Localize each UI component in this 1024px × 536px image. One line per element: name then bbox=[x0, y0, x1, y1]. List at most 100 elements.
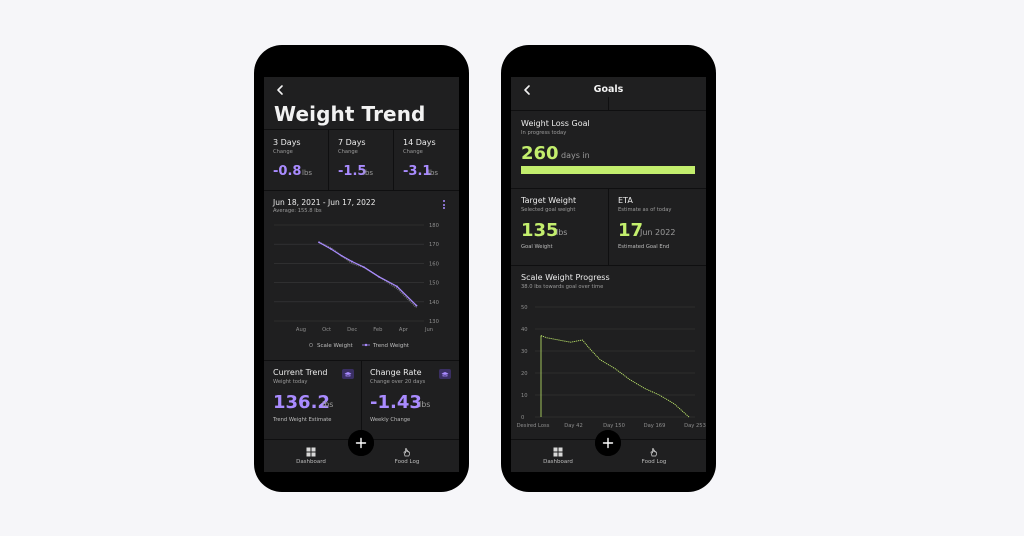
y-tick-label: 30 bbox=[521, 349, 528, 355]
trend-point bbox=[351, 260, 353, 263]
nav-dashboard-label[interactable]: Dashboard bbox=[296, 459, 326, 465]
stat-sub: Change bbox=[273, 149, 293, 155]
hand-icon[interactable] bbox=[402, 447, 412, 457]
card-value: -1.43 bbox=[370, 392, 422, 413]
y-tick-label: 140 bbox=[429, 300, 439, 306]
scale-weight-progress-line bbox=[540, 335, 690, 418]
stat-value: -0.8 bbox=[273, 164, 302, 179]
card-unit: Jun 2022 bbox=[640, 228, 676, 237]
y-tick-label: 20 bbox=[521, 371, 528, 377]
divider bbox=[608, 188, 609, 265]
y-tick-label: 150 bbox=[429, 281, 439, 287]
stat-unit: lbs bbox=[302, 169, 313, 177]
goals-screen: Goals Weight Loss Goal In progress today… bbox=[511, 77, 706, 472]
trend-point bbox=[330, 248, 332, 250]
x-tick-label: Day 253 bbox=[684, 423, 706, 429]
stat-value: -1.5 bbox=[338, 164, 367, 179]
card-title: ETA bbox=[618, 196, 633, 205]
chart-average: Average: 155.8 lbs bbox=[273, 208, 322, 214]
divider bbox=[608, 97, 609, 110]
stat-period: 3 Days bbox=[273, 138, 301, 147]
goal-progress-fill bbox=[521, 166, 695, 174]
divider bbox=[511, 110, 706, 111]
stat-sub: Change bbox=[338, 149, 358, 155]
x-tick-label: Desired Loss bbox=[517, 423, 550, 429]
y-tick-label: 160 bbox=[429, 261, 439, 267]
progress-chart-title: Scale Weight Progress bbox=[521, 273, 610, 282]
card-unit: lbs bbox=[322, 400, 334, 409]
page-title: Weight Trend bbox=[274, 102, 426, 126]
stat-unit: lbs bbox=[363, 169, 374, 177]
y-tick-label: 130 bbox=[429, 319, 439, 325]
card-caption: Estimated Goal End bbox=[618, 244, 670, 250]
legend-scale-marker bbox=[309, 343, 313, 347]
graduation-cap-icon bbox=[439, 369, 451, 379]
x-tick-label: Dec bbox=[347, 327, 357, 333]
y-tick-label: 180 bbox=[429, 223, 439, 229]
x-tick-label: Day 169 bbox=[644, 423, 666, 429]
nav-food-log-label[interactable]: Food Log bbox=[394, 459, 420, 465]
goals-phone: Goals Weight Loss Goal In progress today… bbox=[501, 45, 716, 492]
trend-weight-line bbox=[318, 241, 417, 307]
x-tick-label: Feb bbox=[373, 327, 383, 333]
dashboard-icon[interactable] bbox=[306, 447, 316, 457]
trend-point bbox=[396, 285, 398, 288]
divider bbox=[393, 129, 394, 190]
progress-chart-sub: 38.0 lbs towards goal over time bbox=[521, 284, 604, 290]
card-unit: lbs bbox=[419, 400, 431, 409]
back-arrow-icon[interactable] bbox=[521, 84, 533, 96]
stat-sub: Change bbox=[403, 149, 423, 155]
hand-icon[interactable] bbox=[649, 447, 659, 457]
divider bbox=[264, 190, 459, 191]
stat-value: -3.1 bbox=[403, 164, 432, 179]
card-unit: days in bbox=[561, 151, 590, 160]
x-tick-label: Day 150 bbox=[603, 423, 625, 429]
legend-trend-label: Trend Weight bbox=[372, 343, 410, 349]
x-tick-label: Aug bbox=[296, 327, 306, 333]
y-tick-label: 40 bbox=[521, 327, 528, 333]
card-caption: Weekly Change bbox=[370, 417, 411, 423]
y-tick-label: 10 bbox=[521, 393, 528, 399]
card-value: 135 bbox=[521, 220, 559, 241]
back-arrow-icon[interactable] bbox=[274, 84, 286, 96]
scale-weight-line bbox=[318, 241, 418, 309]
legend-trend-dot bbox=[364, 343, 368, 347]
more-vertical-icon[interactable] bbox=[442, 200, 446, 210]
y-tick-label: 0 bbox=[521, 415, 524, 421]
goal-progress-bar bbox=[521, 166, 695, 174]
stat-period: 14 Days bbox=[403, 138, 436, 147]
weight-trend-chart: 130 140 150 160 170 180 Aug Oct Dec Feb Apr Jun Scal… bbox=[274, 223, 439, 349]
add-button[interactable] bbox=[348, 430, 374, 456]
trend-point bbox=[340, 254, 343, 257]
trend-point bbox=[363, 266, 365, 269]
card-sub: Selected goal weight bbox=[521, 207, 576, 213]
card-caption: Trend Weight Estimate bbox=[273, 417, 332, 423]
weight-trend-phone: Weight Trend 3 Days Change -0.8 lbs 7 Da… bbox=[254, 45, 469, 492]
scale-weight-progress-chart: 0 10 20 30 40 50 Desired Loss Day 42 Day 150 Day … bbox=[517, 305, 706, 429]
legend-scale-label: Scale Weight bbox=[317, 343, 354, 349]
stat-period: 7 Days bbox=[338, 138, 366, 147]
dashboard-icon[interactable] bbox=[553, 447, 563, 457]
divider bbox=[361, 360, 362, 439]
card-unit: lbs bbox=[556, 228, 568, 237]
card-caption: Goal Weight bbox=[521, 244, 553, 250]
card-sub: Weight today bbox=[273, 379, 308, 385]
page-title: Goals bbox=[593, 84, 624, 95]
nav-dashboard-label[interactable]: Dashboard bbox=[543, 459, 573, 465]
x-tick-label: Apr bbox=[399, 327, 409, 333]
nav-food-log-label[interactable]: Food Log bbox=[641, 459, 667, 465]
x-tick-label: Oct bbox=[322, 327, 331, 333]
trend-point bbox=[318, 241, 320, 244]
add-button[interactable] bbox=[595, 430, 621, 456]
divider bbox=[264, 129, 459, 130]
trend-point bbox=[415, 304, 418, 307]
graduation-cap-icon bbox=[342, 369, 354, 379]
y-tick-label: 50 bbox=[521, 305, 528, 311]
weight-trend-screen: Weight Trend 3 Days Change -0.8 lbs 7 Da… bbox=[264, 77, 459, 472]
trend-point bbox=[378, 275, 380, 278]
card-title: Current Trend bbox=[273, 368, 328, 377]
chart-date-range: Jun 18, 2021 - Jun 17, 2022 bbox=[273, 198, 376, 207]
card-sub: Estimate as of today bbox=[618, 207, 672, 213]
card-title: Weight Loss Goal bbox=[521, 119, 590, 128]
card-sub: Change over 20 days bbox=[370, 379, 426, 385]
